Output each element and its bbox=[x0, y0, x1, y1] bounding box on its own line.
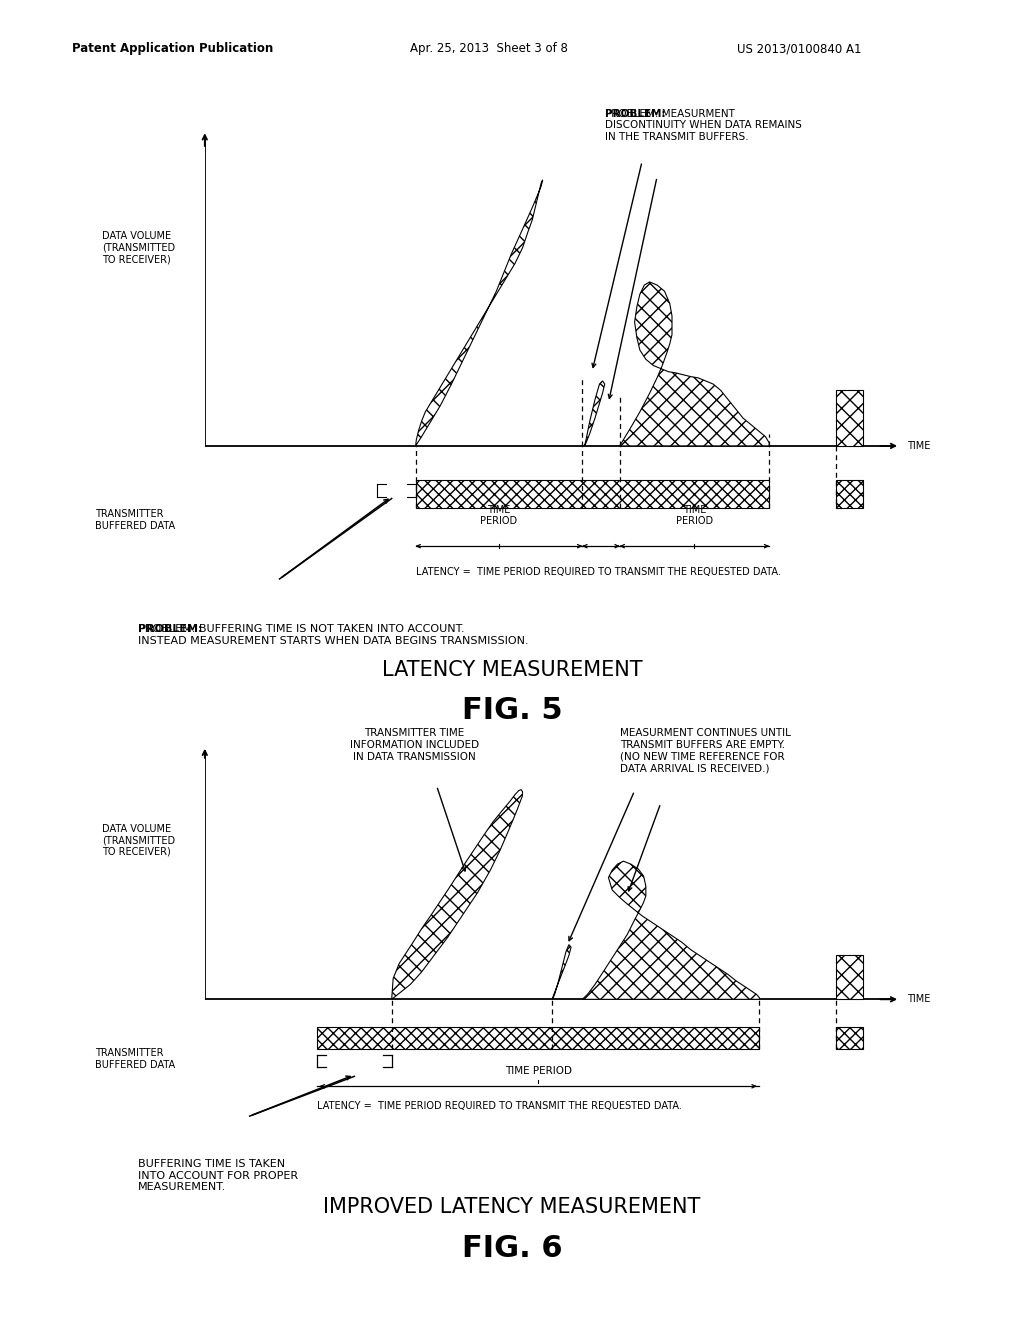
Text: FIG. 5: FIG. 5 bbox=[462, 696, 562, 725]
Text: TRANSMITTER
BUFFERED DATA: TRANSMITTER BUFFERED DATA bbox=[95, 1048, 175, 1069]
Bar bbox=[837, 391, 862, 446]
Bar bbox=[416, 480, 769, 508]
Bar bbox=[837, 1027, 862, 1049]
Text: TIME
PERIOD: TIME PERIOD bbox=[676, 504, 713, 527]
Polygon shape bbox=[416, 180, 543, 446]
Text: US 2013/0100840 A1: US 2013/0100840 A1 bbox=[737, 42, 862, 55]
Text: Apr. 25, 2013  Sheet 3 of 8: Apr. 25, 2013 Sheet 3 of 8 bbox=[410, 42, 567, 55]
Text: LATENCY =  TIME PERIOD REQUIRED TO TRANSMIT THE REQUESTED DATA.: LATENCY = TIME PERIOD REQUIRED TO TRANSM… bbox=[317, 1101, 682, 1111]
Text: PROBLEM: BUFFERING TIME IS NOT TAKEN INTO ACCOUNT.
INSTEAD MEASUREMENT STARTS WH: PROBLEM: BUFFERING TIME IS NOT TAKEN INT… bbox=[138, 624, 528, 645]
Text: LATENCY MEASUREMENT: LATENCY MEASUREMENT bbox=[382, 660, 642, 680]
Polygon shape bbox=[391, 789, 522, 999]
Text: IMPROVED LATENCY MEASUREMENT: IMPROVED LATENCY MEASUREMENT bbox=[324, 1197, 700, 1217]
Text: TIME PERIOD: TIME PERIOD bbox=[505, 1067, 571, 1076]
Bar bbox=[317, 1027, 760, 1049]
Text: LATENCY =  TIME PERIOD REQUIRED TO TRANSMIT THE REQUESTED DATA.: LATENCY = TIME PERIOD REQUIRED TO TRANSM… bbox=[416, 566, 780, 577]
Bar bbox=[837, 954, 862, 999]
Text: TRANSMITTER
BUFFERED DATA: TRANSMITTER BUFFERED DATA bbox=[95, 510, 175, 531]
Polygon shape bbox=[620, 282, 769, 446]
Text: MEASURMENT CONTINUES UNTIL
TRANSMIT BUFFERS ARE EMPTY.
(NO NEW TIME REFERENCE FO: MEASURMENT CONTINUES UNTIL TRANSMIT BUFF… bbox=[620, 729, 791, 774]
Text: TIME: TIME bbox=[907, 441, 931, 451]
Text: PROBLEM:: PROBLEM: bbox=[605, 108, 666, 119]
Text: PROBLEM:: PROBLEM: bbox=[138, 624, 203, 635]
Text: DATA VOLUME
(TRANSMITTED
TO RECEIVER): DATA VOLUME (TRANSMITTED TO RECEIVER) bbox=[101, 824, 175, 857]
Text: Patent Application Publication: Patent Application Publication bbox=[72, 42, 273, 55]
Polygon shape bbox=[552, 945, 571, 999]
Polygon shape bbox=[585, 381, 605, 446]
Polygon shape bbox=[583, 861, 760, 999]
Text: TRANSMITTER TIME
INFORMATION INCLUDED
IN DATA TRANSMISSION: TRANSMITTER TIME INFORMATION INCLUDED IN… bbox=[349, 729, 478, 762]
Text: DATA VOLUME
(TRANSMITTED
TO RECEIVER): DATA VOLUME (TRANSMITTED TO RECEIVER) bbox=[101, 231, 175, 264]
Text: BUFFERING TIME IS TAKEN
INTO ACCOUNT FOR PROPER
MEASUREMENT.: BUFFERING TIME IS TAKEN INTO ACCOUNT FOR… bbox=[138, 1159, 298, 1192]
Text: TIME: TIME bbox=[907, 994, 931, 1005]
Text: FIG. 6: FIG. 6 bbox=[462, 1234, 562, 1263]
Bar bbox=[837, 480, 862, 508]
Text: PROBLEM: MEASURMENT
DISCONTINUITY WHEN DATA REMAINS
IN THE TRANSMIT BUFFERS.: PROBLEM: MEASURMENT DISCONTINUITY WHEN D… bbox=[605, 108, 802, 141]
Text: TIME
PERIOD: TIME PERIOD bbox=[480, 504, 517, 527]
